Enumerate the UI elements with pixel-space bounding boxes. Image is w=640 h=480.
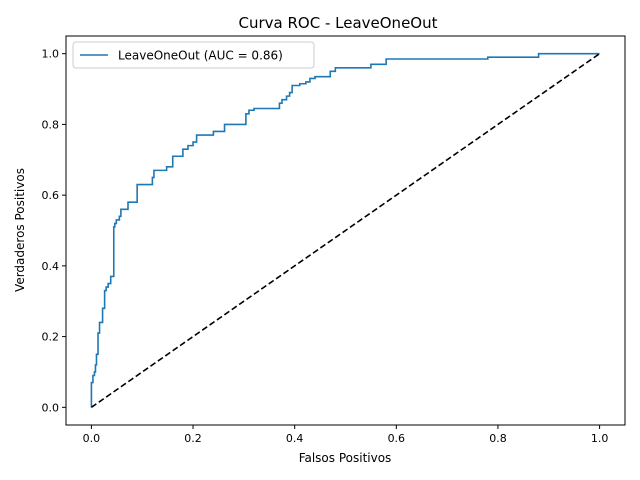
legend-entry-label: LeaveOneOut (AUC = 0.86) <box>118 49 283 63</box>
chart-title: Curva ROC - LeaveOneOut <box>239 14 438 32</box>
x-tick-label: 1.0 <box>591 432 609 445</box>
y-tick-label: 0.2 <box>42 331 60 344</box>
legend: LeaveOneOut (AUC = 0.86) <box>72 41 315 69</box>
y-tick-label: 0.4 <box>42 260 60 273</box>
y-tick-label: 0.0 <box>42 401 60 414</box>
axes-frame <box>65 35 626 426</box>
x-axis-label: Falsos Positivos <box>299 451 392 465</box>
y-tick-label: 0.8 <box>42 118 60 131</box>
x-axis-ticks: 0.0 0.2 0.4 0.6 0.8 1.0 <box>83 425 609 445</box>
diagonal-reference-line <box>90 53 601 408</box>
y-tick-label: 1.0 <box>42 48 60 61</box>
plot-area <box>90 52 601 408</box>
x-tick-label: 0.2 <box>184 432 202 445</box>
y-tick-label: 0.6 <box>42 189 60 202</box>
legend-box <box>72 41 315 69</box>
x-tick-label: 0.4 <box>286 432 304 445</box>
x-tick-label: 0.0 <box>83 432 101 445</box>
y-axis-label: Verdaderos Positivos <box>13 168 27 292</box>
x-tick-label: 0.8 <box>489 432 507 445</box>
y-axis-ticks: 0.0 0.2 0.4 0.6 0.8 1.0 <box>42 48 66 414</box>
roc-curve-line <box>90 52 600 408</box>
x-tick-label: 0.6 <box>388 432 406 445</box>
